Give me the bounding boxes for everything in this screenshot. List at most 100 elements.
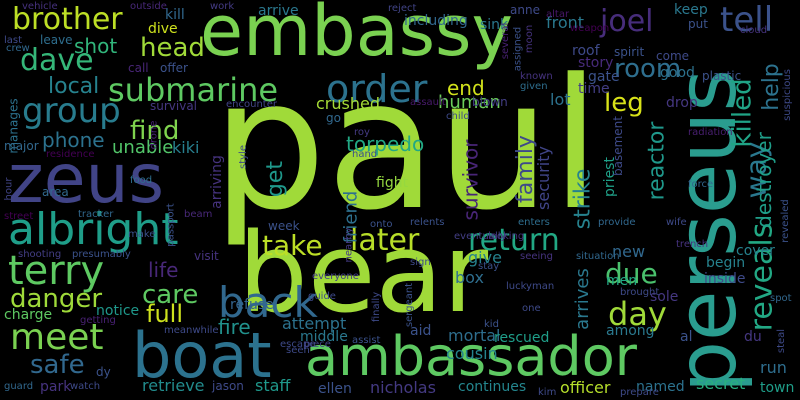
word-altar: altar: [546, 9, 570, 20]
word-phone: phone: [42, 128, 105, 152]
word-cloud: cloud: [740, 25, 768, 36]
word-dive: dive: [148, 21, 178, 37]
word-cousin: cousin: [446, 344, 498, 363]
word-residence: residence: [46, 149, 95, 160]
word-blown: blown: [472, 95, 508, 109]
word-luckyman: luckyman: [506, 281, 555, 292]
word-cover: cover: [736, 243, 775, 259]
word-food: food: [130, 175, 153, 186]
word-anne: anne: [510, 3, 540, 17]
word-run: run: [760, 358, 787, 377]
word-including: including: [404, 13, 468, 29]
word-secret: secret: [696, 374, 746, 393]
word-front: front: [546, 13, 585, 32]
word-keep: keep: [674, 2, 708, 18]
word-mortal: mortal: [448, 326, 501, 345]
word-survival: survival: [150, 99, 198, 113]
word-kim: kim: [538, 387, 557, 398]
word-drone: drone: [148, 120, 160, 150]
word-beam: beam: [184, 209, 213, 220]
word-danger: danger: [10, 284, 103, 314]
word-onto: onto: [370, 219, 393, 230]
word-men: men: [606, 273, 638, 289]
word-zeus: zeus: [8, 140, 165, 219]
word-jason: jason: [212, 379, 244, 393]
word-kid: kid: [484, 319, 499, 330]
word-guide: guide: [308, 291, 336, 302]
word-dave: dave: [20, 43, 94, 78]
word-escape: escape: [280, 339, 316, 350]
word-aid: aid: [410, 323, 432, 339]
word-everyone: everyone: [312, 271, 359, 282]
word-gate: gate: [588, 69, 620, 85]
word-ellen: ellen: [318, 381, 352, 397]
word-leave: leave: [40, 33, 73, 47]
word-fire: fire: [218, 315, 251, 339]
word-safe: safe: [30, 350, 85, 380]
word-head: head: [140, 33, 205, 63]
word-paul: paul: [212, 41, 601, 250]
word-du: du: [744, 329, 762, 345]
word-box: box: [455, 268, 484, 287]
word-full: full: [146, 300, 183, 328]
word-security: security: [533, 146, 553, 210]
word-back: back: [218, 278, 318, 327]
word-crushed: crushed: [316, 94, 380, 113]
word-life: life: [148, 258, 179, 282]
word-due: due: [605, 257, 658, 290]
word-one: one: [522, 303, 541, 314]
word-nearby: nearby: [343, 227, 355, 263]
word-destroyer: destroyer: [751, 132, 776, 228]
word-known: known: [520, 71, 553, 82]
word-sole: sole: [650, 289, 679, 305]
word-officer: officer: [560, 378, 611, 397]
word-embassy: embassy: [200, 0, 513, 72]
word-watch: watch: [70, 381, 101, 392]
word-begin: begin: [706, 255, 746, 271]
word-spot: spot: [770, 293, 792, 304]
word-encounter: encounter: [226, 99, 277, 110]
word-give: give: [468, 248, 502, 267]
word-human: human: [438, 92, 501, 113]
word-steal: steal: [776, 328, 788, 354]
word-kiki: kiki: [172, 138, 200, 157]
word-brother: brother: [12, 2, 123, 37]
word-suspicious: suspicious: [781, 69, 793, 121]
word-spirit: spirit: [614, 45, 645, 59]
word-relents: relents: [410, 217, 445, 228]
word-albright: albright: [8, 204, 179, 255]
word-refuse: refuse: [230, 297, 274, 313]
word-passport: passport: [165, 203, 177, 247]
word-call: call: [128, 61, 149, 75]
word-provide: provide: [598, 217, 636, 228]
word-find: find: [130, 116, 180, 146]
word-arrives: arrives: [571, 268, 593, 330]
word-work: work: [210, 1, 235, 12]
word-style: style: [237, 145, 249, 169]
word-survivor: survivor: [458, 139, 483, 221]
word-tell: tell: [720, 0, 774, 40]
word-several: several: [500, 22, 512, 60]
word-presumably: presumably: [72, 249, 131, 260]
word-al: al: [680, 329, 693, 345]
word-group: group: [22, 91, 121, 131]
word-ambassador: ambassador: [305, 325, 637, 388]
word-attempt: attempt: [282, 314, 347, 333]
word-drop: drop: [666, 95, 698, 111]
word-help: help: [758, 63, 784, 111]
word-notice: notice: [96, 303, 140, 319]
word-care: care: [142, 280, 199, 310]
word-meet: meet: [10, 317, 104, 358]
word-room: room: [614, 54, 682, 84]
word-torpedo: torpedo: [346, 132, 425, 156]
word-basement: basement: [611, 116, 625, 176]
word-tracker: tracker: [78, 209, 114, 220]
word-hand: hand: [352, 149, 378, 160]
word-dy: dy: [96, 365, 111, 379]
word-return: return: [468, 223, 560, 258]
word-continues: continues: [458, 379, 527, 395]
word-boat: boat: [132, 319, 272, 392]
word-staff: staff: [255, 376, 291, 395]
word-guard: guard: [4, 381, 34, 392]
word-town: town: [760, 380, 795, 396]
